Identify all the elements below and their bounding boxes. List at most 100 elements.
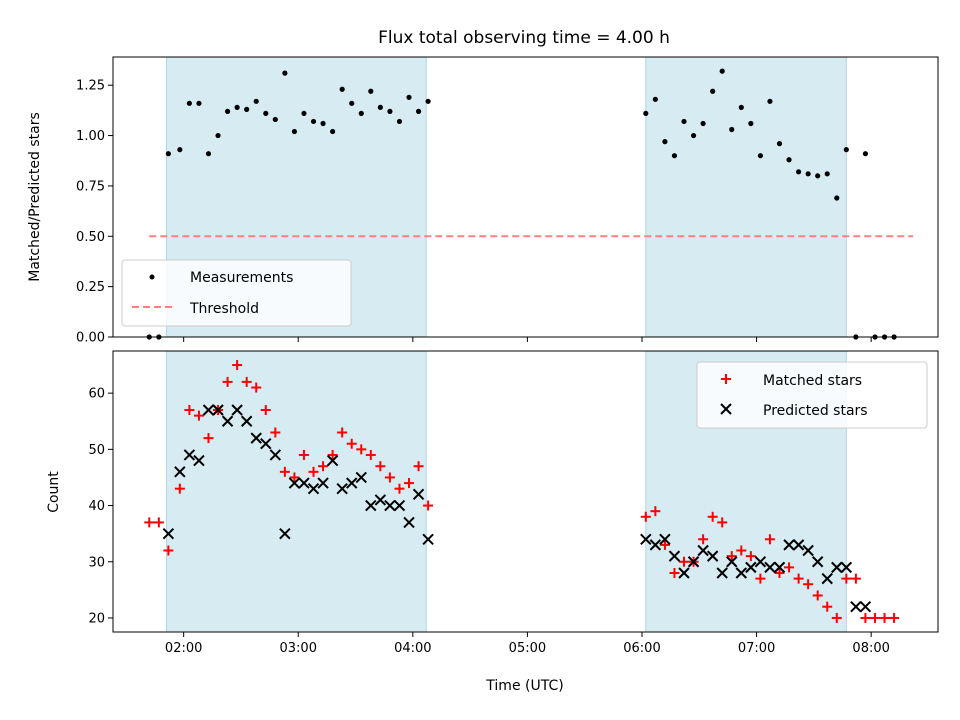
measurement-point	[719, 68, 725, 74]
predicted-star-point	[821, 572, 833, 585]
matched-star-point	[745, 551, 756, 562]
predicted-star-point	[792, 539, 805, 551]
legend-matched-swatch	[721, 374, 731, 384]
predicted-star-point	[193, 454, 205, 467]
y-tick-label: 20	[88, 611, 105, 626]
predicted-star-point	[706, 550, 719, 562]
measurement-point	[710, 88, 716, 94]
count-panel: 20 30 40 50 60 02:00 03:00 04:00 05:00 06:00 07:0…	[46, 350, 939, 694]
y-tick-label: 40	[88, 499, 105, 514]
ratio-x-ticks	[183, 337, 872, 342]
matched-star-point	[822, 601, 833, 612]
matched-star-point	[764, 534, 775, 545]
matched-star-point	[251, 382, 262, 393]
predicted-star-point	[649, 539, 662, 551]
measurement-point	[662, 139, 668, 145]
count-y-ticks: 20 30 40 50 60	[88, 387, 113, 626]
chart-title: Flux total observing time = 4.00 h	[378, 28, 670, 48]
count-legend-box	[696, 361, 928, 429]
measurement-point	[396, 118, 403, 125]
measurement-point	[757, 153, 763, 159]
ratio-series	[146, 68, 914, 340]
measurement-point	[652, 96, 658, 102]
measurement-point	[215, 132, 221, 139]
predicted-star-point	[773, 561, 786, 574]
predicted-star-point	[850, 601, 862, 613]
matched-star-point	[812, 590, 823, 601]
matched-star-point	[889, 612, 900, 623]
matched-star-point	[375, 461, 386, 472]
matched-star-point	[879, 612, 890, 623]
y-tick-label: 0.50	[76, 230, 105, 245]
matched-star-point	[650, 506, 661, 517]
matched-star-point	[144, 517, 155, 528]
predicted-star-point	[346, 477, 358, 489]
predicted-star-point	[716, 567, 728, 579]
matched-star-point	[203, 433, 214, 444]
measurement-point	[310, 118, 317, 125]
predicted-star-point	[202, 404, 215, 416]
measurement-point	[263, 110, 269, 117]
measurement-point	[339, 86, 345, 92]
predicted-star-point	[764, 561, 776, 574]
matched-star-point	[337, 427, 348, 438]
ratio-legend-box	[121, 259, 352, 327]
matched-star-point	[384, 472, 395, 483]
predicted-star-point	[326, 454, 339, 467]
measurement-point	[795, 169, 802, 175]
measurement-point	[671, 153, 678, 159]
x-tick-label: 06:00	[623, 641, 660, 656]
measurement-point	[253, 98, 259, 104]
x-tick-label: 04:00	[394, 641, 431, 656]
measurement-point	[291, 128, 298, 135]
measurement-point	[862, 151, 869, 157]
predicted-star-point	[240, 415, 253, 427]
y-tick-label: 50	[88, 443, 105, 458]
measurement-point	[244, 106, 250, 112]
matched-star-point	[279, 466, 290, 477]
predicted-star-point	[174, 466, 186, 478]
matched-star-point	[413, 461, 424, 472]
predicted-star-point	[384, 499, 396, 512]
predicted-star-point	[859, 601, 872, 613]
predicted-star-point	[811, 556, 824, 568]
y-tick-label: 1.00	[76, 129, 105, 144]
matched-star-point	[831, 612, 842, 623]
predicted-star-point	[374, 494, 387, 506]
x-tick-label: 07:00	[738, 641, 775, 656]
y-tick-label: 1.25	[76, 79, 105, 94]
predicted-star-point	[162, 527, 175, 540]
matched-star-point	[860, 612, 871, 623]
measurement-point	[196, 100, 202, 106]
predicted-star-point	[412, 488, 425, 501]
legend-x-marker	[720, 403, 732, 415]
matched-star-point	[774, 567, 785, 578]
predicted-star-point	[745, 561, 757, 574]
y-tick-label: 0.75	[76, 179, 105, 194]
predicted-star-point	[668, 550, 681, 562]
matched-star-point	[404, 478, 415, 489]
predicted-star-point	[422, 533, 434, 545]
measurement-point	[387, 108, 393, 114]
matched-star-point	[193, 410, 204, 421]
measurement-point	[643, 110, 649, 117]
x-tick-label: 03:00	[280, 641, 317, 656]
matched-star-point	[298, 449, 309, 460]
ratio-legend[interactable]: Measurements Threshold	[121, 259, 352, 327]
measurement-point	[320, 120, 326, 127]
measurement-point	[767, 98, 773, 104]
count-legend[interactable]: Matched stars Predicted stars	[696, 361, 928, 429]
measurement-point	[776, 141, 783, 147]
x-tick-label: 02:00	[165, 641, 202, 656]
predicted-star-point	[640, 533, 652, 545]
predicted-star-point	[260, 438, 272, 450]
legend-measurements-swatch	[149, 274, 155, 280]
predicted-star-point	[250, 432, 262, 444]
matched-star-point	[659, 539, 670, 550]
matched-star-point	[726, 551, 737, 562]
predicted-star-point	[840, 561, 853, 574]
measurement-point	[824, 171, 830, 177]
measurement-point	[358, 110, 364, 117]
matched-star-point	[346, 438, 357, 449]
